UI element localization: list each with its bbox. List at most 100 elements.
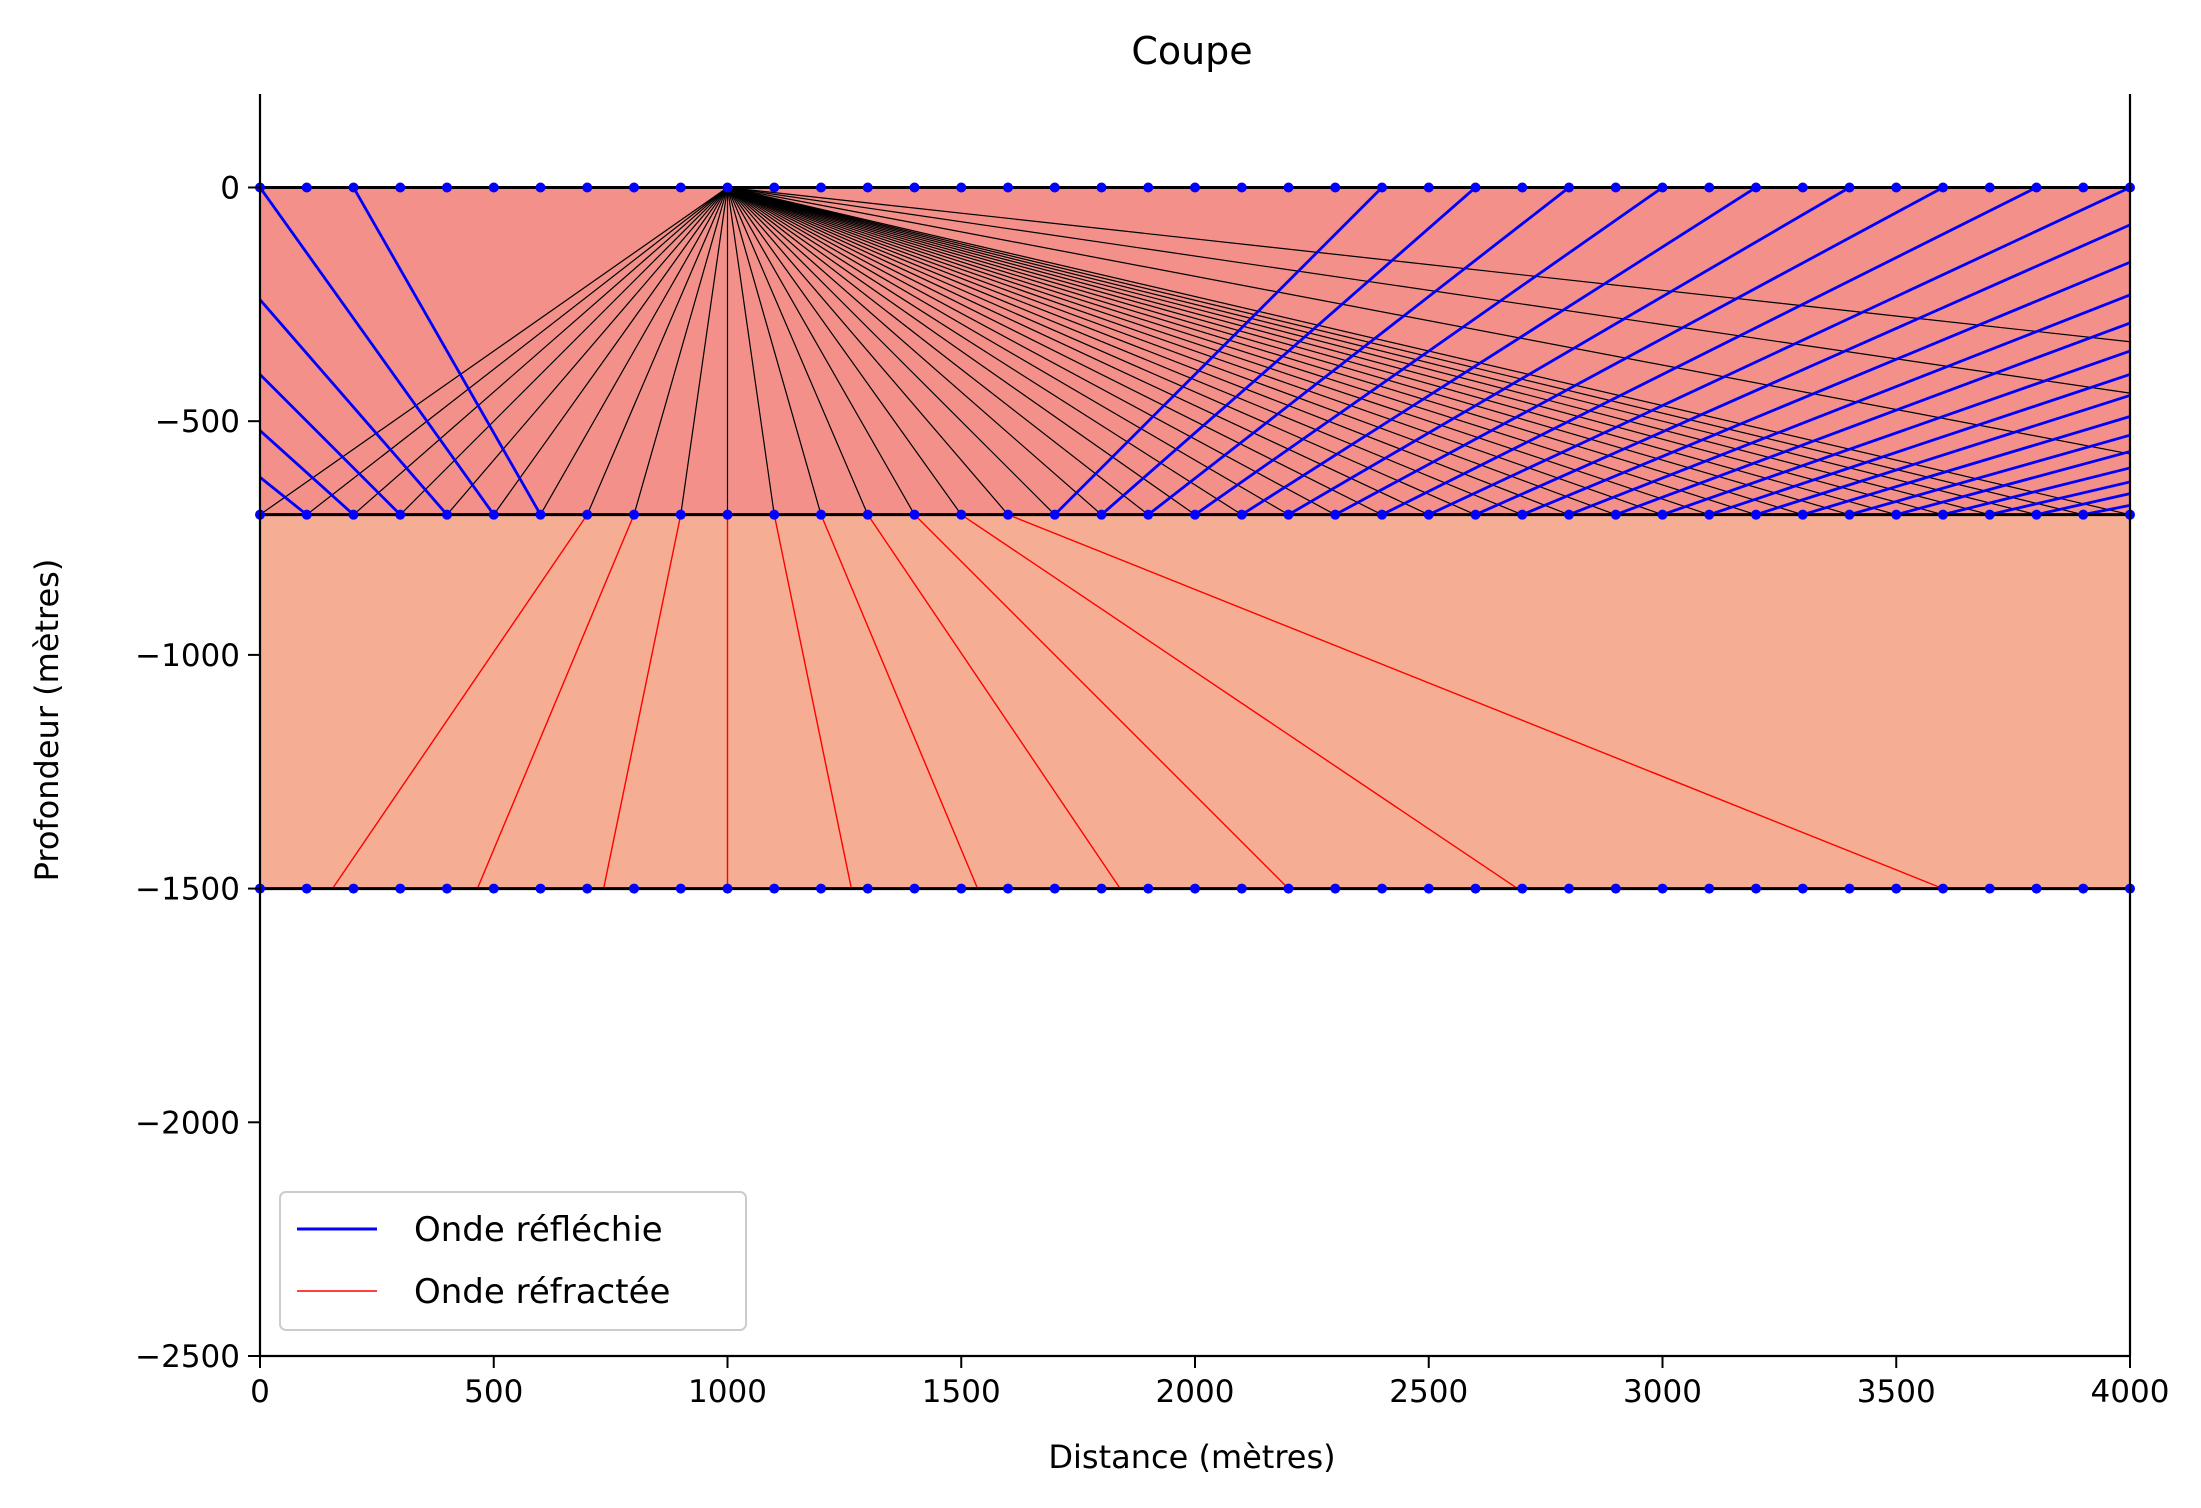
incident-ray-19 xyxy=(727,187,1149,516)
receiver-marker xyxy=(629,182,639,193)
x-axis-label: Distance (mètres) xyxy=(1048,1438,1335,1476)
receiver-marker xyxy=(1844,182,1855,193)
receiver-marker xyxy=(1049,182,1060,193)
incident-ray-23 xyxy=(727,186,1336,516)
receiver-marker xyxy=(675,883,686,894)
receiver-marker xyxy=(909,883,920,894)
receiver-marker xyxy=(1751,182,1761,193)
reflected-ray-10 xyxy=(1240,186,1757,516)
reflected-ray-23 xyxy=(1849,433,2131,517)
reflected-ray-26 xyxy=(1989,480,2131,517)
receiver-marker xyxy=(1377,883,1387,894)
incident-ray-17 xyxy=(727,187,1056,516)
receiver-marker xyxy=(1891,509,1902,520)
refracted-ray-0 xyxy=(331,514,588,889)
receiver-marker xyxy=(1143,883,1154,894)
x-tick-label: 4000 xyxy=(2091,1374,2170,1410)
receiver-marker xyxy=(1236,509,1247,520)
incident-ray-6 xyxy=(539,187,729,515)
receiver-marker xyxy=(1470,509,1481,520)
reflected-ray-11 xyxy=(1287,186,1851,516)
reflected-ray-2 xyxy=(259,373,402,516)
receiver-marker xyxy=(1470,182,1481,193)
y-tick-label: −2000 xyxy=(135,1105,240,1141)
receiver-marker xyxy=(1564,509,1574,520)
receiver-marker xyxy=(1330,883,1341,894)
reflected-ray-4 xyxy=(258,186,495,516)
receiver-marker xyxy=(488,883,499,894)
receiver-marker xyxy=(1797,509,1808,520)
reflected-ray-8 xyxy=(1147,186,1570,516)
incident-ray-39 xyxy=(727,186,2084,516)
receiver-marker xyxy=(769,509,780,520)
receiver-marker xyxy=(1704,883,1715,894)
receiver-marker xyxy=(956,182,967,193)
reflected-ray-18 xyxy=(1615,321,2131,516)
receiver-marker xyxy=(1423,182,1434,193)
reflected-ray-7 xyxy=(1100,186,1477,516)
receiver-marker xyxy=(1517,182,1528,193)
incident-ray-2 xyxy=(353,187,728,516)
receiver-marker xyxy=(629,883,639,894)
incident-ray-21 xyxy=(727,186,1243,516)
receiver-marker xyxy=(1938,883,1948,894)
receiver-marker xyxy=(1704,182,1715,193)
incident-ray-33 xyxy=(727,186,1803,516)
receiver-marker xyxy=(1657,883,1668,894)
refracted-ray-4 xyxy=(773,514,853,889)
chart-title: Coupe xyxy=(1131,29,1252,73)
receiver-marker xyxy=(1283,182,1294,193)
refracted-ray-1 xyxy=(476,514,635,889)
receiver-marker xyxy=(1003,883,1013,894)
receiver-marker xyxy=(1844,883,1855,894)
receiver-marker xyxy=(1470,883,1481,894)
reflected-ray-13 xyxy=(1381,186,2038,516)
reflected-ray-20 xyxy=(1708,373,2131,516)
receiver-marker xyxy=(1096,883,1107,894)
refracted-ray-7 xyxy=(914,514,1289,890)
reflected-ray-17 xyxy=(1568,293,2131,516)
x-tick-label: 0 xyxy=(250,1374,270,1410)
receiver-marker xyxy=(2031,509,2042,520)
receiver-marker xyxy=(2078,883,2089,894)
incident-ray-32 xyxy=(727,186,1757,516)
x-tick-label: 2000 xyxy=(1156,1374,1235,1410)
reflected-ray-24 xyxy=(1895,450,2131,517)
refracted-rays xyxy=(331,514,1944,890)
receiver-marker xyxy=(769,182,780,193)
reflected-ray-3 xyxy=(258,298,449,516)
receiver-marker xyxy=(1377,509,1387,520)
receiver-marker xyxy=(1049,883,1060,894)
receiver-marker xyxy=(1704,509,1715,520)
receiver-marker xyxy=(442,509,452,520)
receiver-marker xyxy=(675,182,686,193)
incident-ray-30 xyxy=(727,186,1663,516)
receiver-marker xyxy=(1891,883,1902,894)
y-tick-label: −1000 xyxy=(135,638,240,674)
receiver-markers xyxy=(255,182,2135,894)
incident-ray-35 xyxy=(727,186,1897,516)
receiver-marker xyxy=(1003,182,1013,193)
y-tick-label: −2500 xyxy=(135,1339,240,1375)
receiver-marker xyxy=(816,883,826,894)
receiver-marker xyxy=(1330,182,1341,193)
receiver-marker xyxy=(1330,509,1341,520)
receiver-marker xyxy=(1423,509,1434,520)
receiver-marker xyxy=(956,509,967,520)
receiver-marker xyxy=(348,182,359,193)
receiver-marker xyxy=(1143,509,1154,520)
x-tick-label: 500 xyxy=(464,1374,523,1410)
incident-ray-7 xyxy=(586,187,729,515)
receiver-marker xyxy=(816,182,826,193)
receiver-marker xyxy=(1984,182,1995,193)
receiver-marker xyxy=(1657,509,1668,520)
receiver-marker xyxy=(2031,883,2042,894)
receiver-marker xyxy=(1610,509,1621,520)
receiver-marker xyxy=(1938,509,1948,520)
receiver-marker xyxy=(1423,883,1434,894)
incident-ray-25 xyxy=(727,186,1430,516)
incident-ray-14 xyxy=(726,187,916,515)
y-tick-label: −500 xyxy=(155,404,240,440)
reflected-ray-0 xyxy=(259,476,308,516)
